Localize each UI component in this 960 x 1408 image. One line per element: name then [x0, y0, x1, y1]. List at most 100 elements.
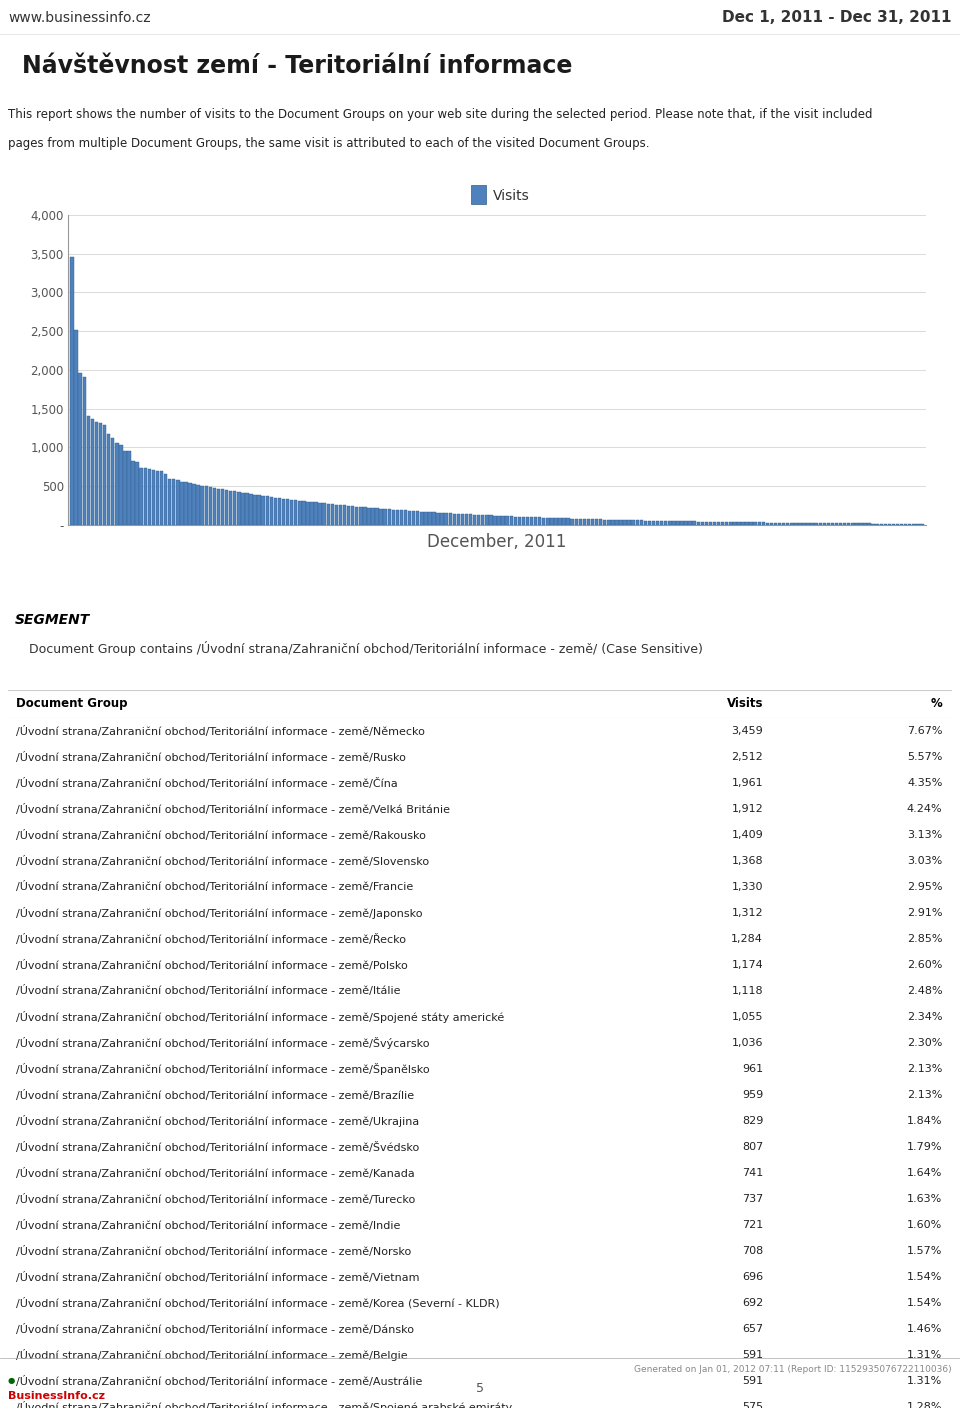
Bar [855, 524, 858, 525]
Text: 1,174: 1,174 [732, 960, 763, 970]
Bar [847, 524, 851, 525]
Text: 1,312: 1,312 [732, 908, 763, 918]
Bar [399, 510, 403, 525]
Text: 1.31%: 1.31% [907, 1376, 943, 1385]
Bar [664, 521, 667, 525]
Text: 2,512: 2,512 [732, 752, 763, 762]
Bar [180, 482, 183, 525]
Text: 2.30%: 2.30% [907, 1038, 943, 1048]
Text: 708: 708 [742, 1246, 763, 1256]
Bar [428, 513, 432, 525]
Bar [452, 514, 456, 525]
Text: 959: 959 [742, 1090, 763, 1100]
Bar [253, 494, 256, 525]
Text: Návštěvnost zemí - Teritoriální informace: Návštěvnost zemí - Teritoriální informac… [22, 54, 572, 77]
Bar [152, 470, 156, 525]
Text: 1.31%: 1.31% [907, 1350, 943, 1360]
Bar [681, 521, 684, 525]
Bar [144, 467, 147, 525]
Bar [688, 521, 692, 525]
Text: /Úvodní strana/Zahraniční obchod/Teritoriální informace - země/Japonsko: /Úvodní strana/Zahraniční obchod/Teritor… [15, 907, 422, 919]
Text: Visits: Visits [492, 189, 530, 203]
Bar [717, 522, 720, 525]
Text: 1.64%: 1.64% [907, 1169, 943, 1178]
Bar [579, 518, 582, 525]
Bar [757, 522, 761, 525]
Bar [302, 501, 305, 525]
Text: 657: 657 [742, 1324, 763, 1333]
Bar [343, 505, 347, 525]
Bar [282, 498, 285, 525]
Bar [250, 494, 252, 525]
Bar [628, 520, 631, 525]
Bar [701, 521, 704, 525]
Bar [468, 514, 472, 525]
Bar [359, 507, 363, 525]
Bar [570, 518, 574, 525]
Bar [241, 493, 245, 525]
Text: 2.91%: 2.91% [907, 908, 943, 918]
Text: 1,284: 1,284 [732, 934, 763, 943]
Bar [612, 520, 614, 525]
Bar [330, 504, 334, 525]
Bar [257, 496, 261, 525]
Bar [803, 522, 805, 525]
Bar [835, 524, 838, 525]
Bar [188, 483, 192, 525]
Text: /Úvodní strana/Zahraniční obchod/Teritoriální informace - země/Kanada: /Úvodní strana/Zahraniční obchod/Teritor… [15, 1167, 415, 1178]
Bar [441, 513, 444, 525]
Text: /Úvodní strana/Zahraniční obchod/Teritoriální informace - země/Rusko: /Úvodní strana/Zahraniční obchod/Teritor… [15, 752, 405, 763]
Bar [872, 524, 875, 525]
Bar [607, 520, 611, 525]
Bar [90, 420, 94, 525]
Bar [721, 522, 725, 525]
Text: /Úvodní strana/Zahraniční obchod/Teritoriální informace - země/Švédsko: /Úvodní strana/Zahraniční obchod/Teritor… [15, 1142, 419, 1153]
Text: /Úvodní strana/Zahraniční obchod/Teritoriální informace - země/Korea (Severní - : /Úvodní strana/Zahraniční obchod/Teritor… [15, 1297, 499, 1309]
Bar [615, 520, 618, 525]
Bar [471, 184, 487, 204]
Text: /Úvodní strana/Zahraniční obchod/Teritoriální informace - země/Spojené státy ame: /Úvodní strana/Zahraniční obchod/Teritor… [15, 1011, 504, 1024]
Text: 2.34%: 2.34% [907, 1012, 943, 1022]
Bar [132, 460, 134, 525]
Bar [103, 425, 107, 525]
Text: 1,961: 1,961 [732, 779, 763, 788]
Bar [660, 521, 663, 525]
Bar [810, 522, 814, 525]
Text: ●: ● [8, 1376, 15, 1384]
Bar [172, 479, 176, 525]
Text: 1,036: 1,036 [732, 1038, 763, 1048]
Bar [583, 520, 587, 525]
Bar [388, 510, 391, 525]
Bar [396, 510, 399, 525]
Text: /Úvodní strana/Zahraniční obchod/Teritoriální informace - země/Francie: /Úvodní strana/Zahraniční obchod/Teritor… [15, 881, 413, 893]
Bar [314, 503, 318, 525]
Bar [766, 522, 769, 525]
Bar [534, 517, 538, 525]
Bar [876, 524, 879, 525]
Text: /Úvodní strana/Zahraniční obchod/Teritoriální informace - země/Vietnam: /Úvodní strana/Zahraniční obchod/Teritor… [15, 1271, 420, 1283]
Bar [575, 518, 578, 525]
Text: 591: 591 [742, 1376, 763, 1385]
Bar [404, 511, 407, 525]
Text: 1.63%: 1.63% [907, 1194, 943, 1204]
Text: 2.13%: 2.13% [907, 1090, 943, 1100]
Bar [75, 331, 78, 525]
Bar [741, 522, 745, 525]
Bar [485, 515, 489, 525]
Bar [444, 513, 448, 525]
Text: 5: 5 [476, 1381, 484, 1394]
Text: 1.54%: 1.54% [907, 1271, 943, 1283]
Bar [383, 508, 387, 525]
Text: 2.85%: 2.85% [907, 934, 943, 943]
Bar [490, 515, 492, 525]
Bar [550, 518, 554, 525]
Text: 1.60%: 1.60% [907, 1219, 943, 1231]
Bar [197, 484, 200, 525]
Bar [843, 524, 847, 525]
Bar [632, 520, 635, 525]
Text: Visits: Visits [727, 697, 763, 711]
Bar [648, 521, 651, 525]
Bar [286, 498, 289, 525]
Bar [290, 500, 294, 525]
Bar [306, 501, 310, 525]
